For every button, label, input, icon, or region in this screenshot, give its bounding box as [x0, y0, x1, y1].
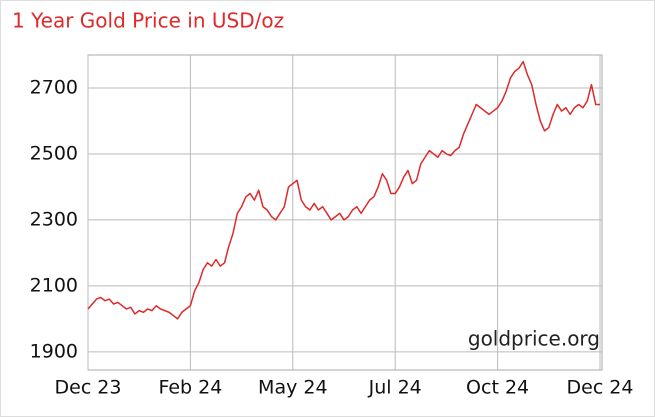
y-tick-label: 2700: [30, 76, 78, 98]
y-tick-label: 2300: [30, 208, 78, 230]
x-tick-label: May 24: [258, 377, 328, 399]
y-tick-label: 2500: [30, 142, 78, 164]
x-tick-label: Feb 24: [158, 377, 222, 399]
marks: [87, 60, 600, 320]
y-tick-label: 2100: [30, 274, 78, 296]
plot-area: [87, 54, 603, 371]
x-tick-label: Dec 23: [55, 377, 122, 399]
x-tick-label: Dec 24: [567, 377, 634, 399]
price-line: [87, 60, 600, 320]
x-tick-label: Jul 24: [368, 377, 422, 399]
x-tick-label: Oct 24: [466, 377, 529, 399]
watermark: goldprice.org: [468, 327, 600, 351]
y-tick-label: 1900: [30, 340, 78, 362]
chart-title: 1 Year Gold Price in USD/oz: [12, 9, 284, 33]
